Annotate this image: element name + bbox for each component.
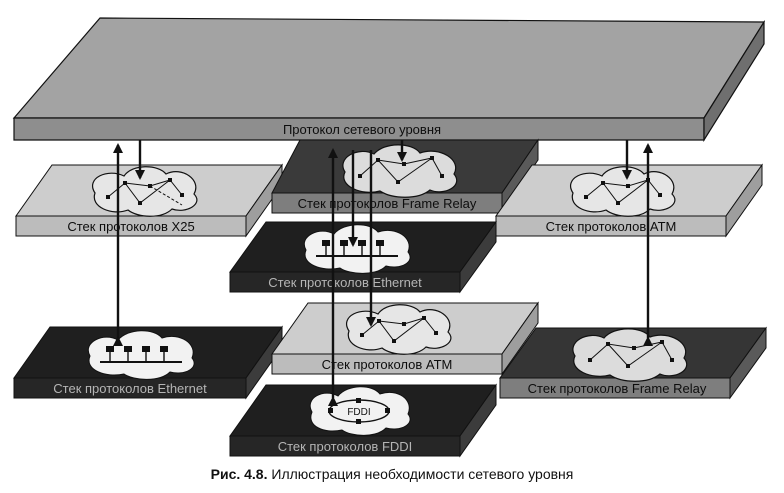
cloud-icon [346, 304, 452, 355]
stack-frame-relay-bottom: Стек протоколов Frame Relay [499, 326, 767, 400]
stack-label: Стек протоколов Ethernet [53, 381, 207, 396]
stack-label: Стек протоколов Frame Relay [298, 196, 477, 211]
stack-atm-top: Стек протоколов ATM [495, 163, 763, 238]
cloud-icon [92, 166, 198, 217]
stack-label: Стек протоколов FDDI [278, 439, 413, 454]
figure-caption-text: Иллюстрация необходимости сетевого уровн… [267, 466, 574, 482]
stack-label: Стек протоколов Ethernet [268, 275, 422, 290]
stack-label: Стек протоколов ATM [322, 357, 453, 372]
stack-x25: Стек протоколов X25 [15, 163, 283, 238]
network-layer-plate: Протокол сетевого уровня [12, 17, 766, 143]
stack-label: Стек протоколов X25 [67, 219, 194, 234]
cloud-icon [342, 144, 458, 198]
figure-number: Рис. 4.8. [210, 466, 268, 482]
stack-atm-bottom: Стек протоколов ATM [271, 301, 539, 376]
fddi-cloud-label: FDDI [347, 407, 370, 418]
stack-fddi: FDDI Стек протоколов FDDI [229, 383, 497, 458]
network-layer-label: Протокол сетевого уровня [283, 122, 441, 137]
figure-caption: Рис. 4.8. Иллюстрация необходимости сете… [0, 466, 784, 482]
cloud-icon: FDDI [309, 386, 411, 436]
stack-ethernet-mid: Стек протоколов Ethernet [229, 220, 497, 294]
cloud-icon [572, 328, 688, 382]
network-layer-diagram: Протокол сетевого уровня Стек протоколов… [12, 17, 767, 458]
cloud-icon [87, 330, 195, 380]
stack-frame-relay-top: Стек протоколов Frame Relay [271, 138, 539, 215]
cloud-icon [570, 166, 676, 217]
stack-label: Стек протоколов Frame Relay [528, 381, 707, 396]
stack-label: Стек протоколов ATM [546, 219, 677, 234]
stack-ethernet-bottom: Стек протоколов Ethernet [13, 325, 283, 400]
cloud-icon [303, 224, 411, 274]
connection-arrows [113, 140, 653, 406]
